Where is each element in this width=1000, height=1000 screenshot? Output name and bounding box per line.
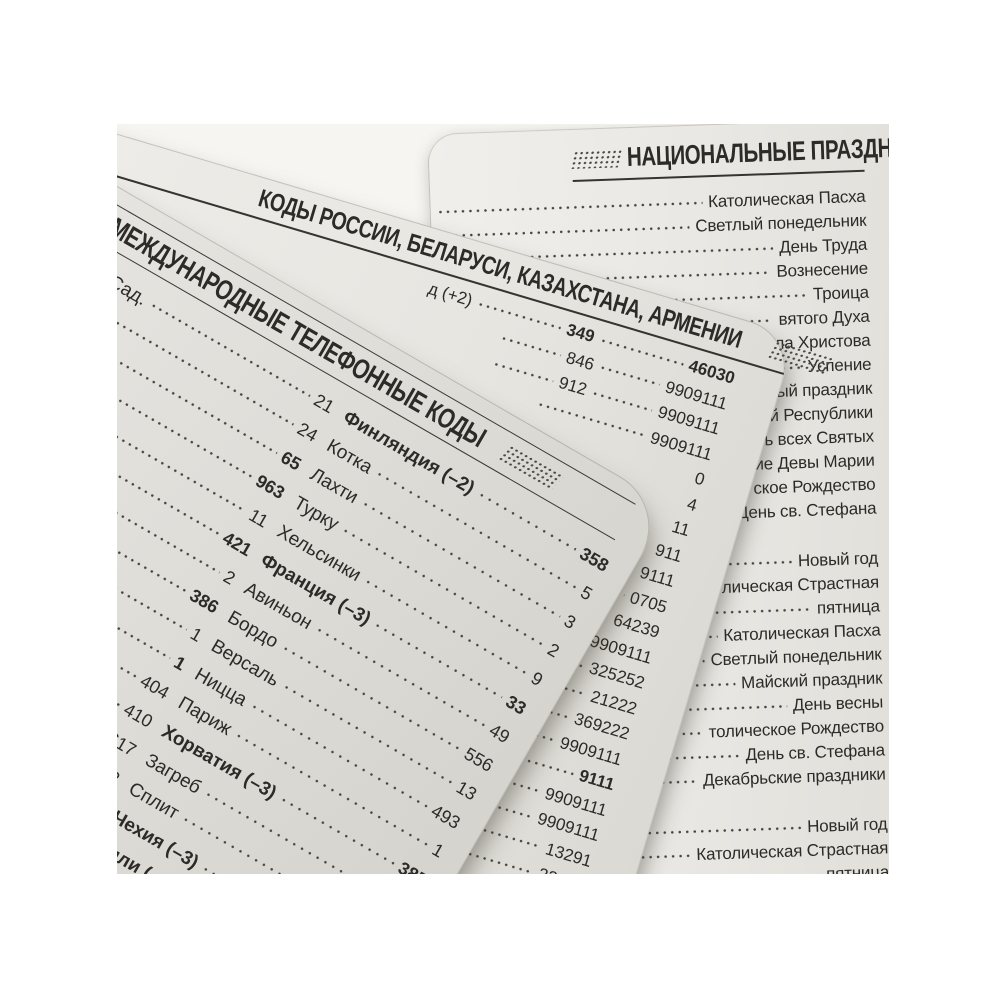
code-value: 2 [544,639,563,662]
code-value: 11 [669,517,692,541]
holiday-name: пятница [816,596,881,618]
code-value: 5 [577,582,596,605]
code-value: 1 [428,839,448,862]
dot-pattern-ornament [570,148,622,169]
dot-leader [437,225,690,238]
holiday-name: Вознесение [776,258,869,281]
holiday-name: День св. Стефана [745,740,886,765]
holidays-header: НАЦИОНАЛЬНЫЕ ПРАЗДНИКИ [570,131,889,182]
holiday-name: тие Девы Марии [746,450,875,475]
city-fragment: Сад. [117,271,151,310]
holiday-name: вятого Духа [778,306,870,329]
holiday-name: пятница [825,862,889,874]
holiday-name: Новый год [797,548,879,571]
holiday-name: Троица [812,282,870,304]
code-value: 33 [502,691,530,719]
holiday-name: Новый год [806,814,888,837]
holiday-name: День весны [792,692,884,715]
code-value: 4 [684,494,700,516]
code-value: 49 [485,719,514,748]
code-value: 3 [560,610,580,633]
code-value: 911 [652,539,685,566]
holiday-name: ный праздник [766,378,873,402]
holiday-name: ское Рождество [753,474,876,498]
code-value: 9 [527,667,547,691]
holiday-name: Католическая Пасха [722,620,881,645]
holiday-name: Майский праздник [740,668,883,693]
holiday-name: День Труда [778,234,868,257]
code-value: 0 [692,468,707,490]
holiday-name: Католическая Пасха [707,186,866,212]
holiday-name: ой Республики [759,402,874,426]
code-value: 13 [452,777,481,805]
holiday-name: Декабрьские праздники [702,764,886,790]
holiday-name: День св. Стефана [736,498,877,523]
holidays-page-title: НАЦИОНАЛЬНЫЕ ПРАЗДНИКИ [626,131,889,173]
holiday-name: лическая Страстная [721,572,880,597]
photo-of-book-pages: НАЦИОНАЛЬНЫЕ ПРАЗДНИКИ Католическая Пасх… [117,124,889,874]
dot-leader [436,200,703,214]
dot-pattern-ornament [496,444,565,491]
